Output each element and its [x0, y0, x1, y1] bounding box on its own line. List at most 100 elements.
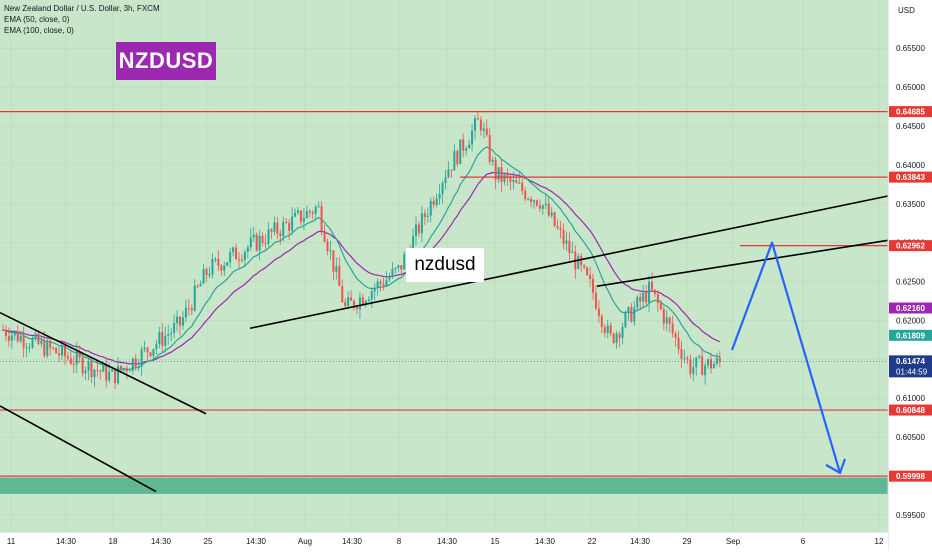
x-tick-label: 14:30 [535, 537, 556, 546]
chart-title: New Zealand Dollar / U.S. Dollar, 3h, FX… [4, 4, 160, 13]
candle-body [633, 307, 636, 322]
x-tick-label: Sep [726, 537, 741, 546]
candle-body [13, 331, 16, 336]
candle-body [494, 159, 497, 180]
candle-body [432, 200, 435, 205]
candle-body [370, 291, 373, 300]
candle-body [530, 198, 533, 203]
candle-body [515, 179, 518, 183]
candle-body [223, 265, 226, 271]
candle-body [639, 296, 642, 302]
candle-body [535, 200, 538, 206]
candle-body [291, 216, 294, 231]
candle-body [161, 332, 164, 346]
candle-body [648, 281, 651, 303]
y-tick-label: 0.64500 [896, 122, 925, 131]
candle-body [364, 300, 367, 305]
candle-body [255, 234, 258, 251]
y-tick-label: 0.64000 [896, 161, 925, 170]
candle-body [509, 177, 512, 183]
candle-body [471, 130, 474, 145]
candle-body [621, 326, 624, 338]
candle-body [589, 274, 592, 280]
candle-body [66, 356, 69, 359]
candle-body [308, 210, 311, 213]
candle-body [618, 333, 621, 338]
candle-body [435, 198, 438, 205]
candle-body [710, 359, 712, 369]
candle-body [246, 247, 249, 252]
candle-body [78, 351, 81, 358]
candle-body [120, 365, 122, 371]
candle-body [34, 333, 37, 339]
candle-body [488, 134, 491, 162]
candle-body [630, 307, 633, 322]
candle-body [335, 266, 338, 272]
x-tick-label: 18 [109, 537, 118, 546]
candle-body [412, 236, 415, 257]
x-tick-label: 14:30 [437, 537, 458, 546]
candle-body [273, 222, 276, 232]
candle-body [205, 269, 208, 275]
candle-body [69, 358, 72, 364]
price-badge-label: 0.61809 [896, 331, 925, 340]
candle-body [373, 288, 376, 292]
candle-body [565, 240, 568, 244]
candle-body [497, 167, 500, 180]
candle-body [270, 229, 273, 232]
candle-body [302, 218, 305, 222]
y-tick-label: 0.62500 [896, 278, 925, 287]
price-badge [889, 329, 932, 341]
candle-body [229, 252, 232, 263]
x-tick-label: 14:30 [342, 537, 363, 546]
price-badge [889, 470, 932, 482]
candle-body [553, 212, 556, 226]
candle-body [397, 265, 400, 268]
x-tick-label: 25 [204, 537, 213, 546]
y-tick-label: 0.59500 [896, 511, 925, 520]
candle-body [482, 128, 485, 131]
candle-body [63, 345, 66, 357]
candle-body [28, 347, 31, 349]
x-tick-label: Aug [298, 537, 312, 546]
candle-body [580, 256, 583, 266]
candle-body [391, 268, 394, 277]
candle-body [72, 363, 75, 365]
candle-body [592, 279, 594, 293]
candle-body [190, 308, 193, 311]
candle-body [645, 292, 648, 303]
candle-body [173, 323, 176, 333]
candle-body [615, 333, 618, 343]
candle-body [695, 357, 698, 368]
candle-body [299, 210, 302, 222]
candle-body [462, 139, 465, 151]
candle-body [642, 292, 645, 302]
candle-body [474, 118, 476, 131]
candle-body [10, 335, 13, 341]
candle-body [568, 240, 571, 253]
candle-body [84, 370, 87, 374]
candle-body [594, 292, 597, 309]
candle-body [43, 340, 46, 356]
candle-body [176, 316, 179, 324]
candle-body [170, 332, 173, 335]
trendline [249, 195, 889, 330]
candle-body [2, 329, 4, 331]
candle-body [376, 281, 379, 289]
candle-body [193, 285, 196, 311]
candle-body [656, 293, 659, 304]
candle-body [31, 338, 34, 348]
candle-body [627, 307, 630, 313]
candle-body [211, 259, 214, 275]
candle-body [75, 351, 78, 365]
annotation-label: nzdusd [406, 248, 484, 282]
candle-body [152, 348, 155, 356]
candle-body [226, 262, 229, 266]
candle-body [394, 267, 397, 269]
candle-body [261, 235, 264, 244]
candle-body [429, 200, 432, 216]
candle-body [518, 182, 521, 184]
candle-body [701, 356, 704, 376]
time-axis [0, 532, 888, 550]
